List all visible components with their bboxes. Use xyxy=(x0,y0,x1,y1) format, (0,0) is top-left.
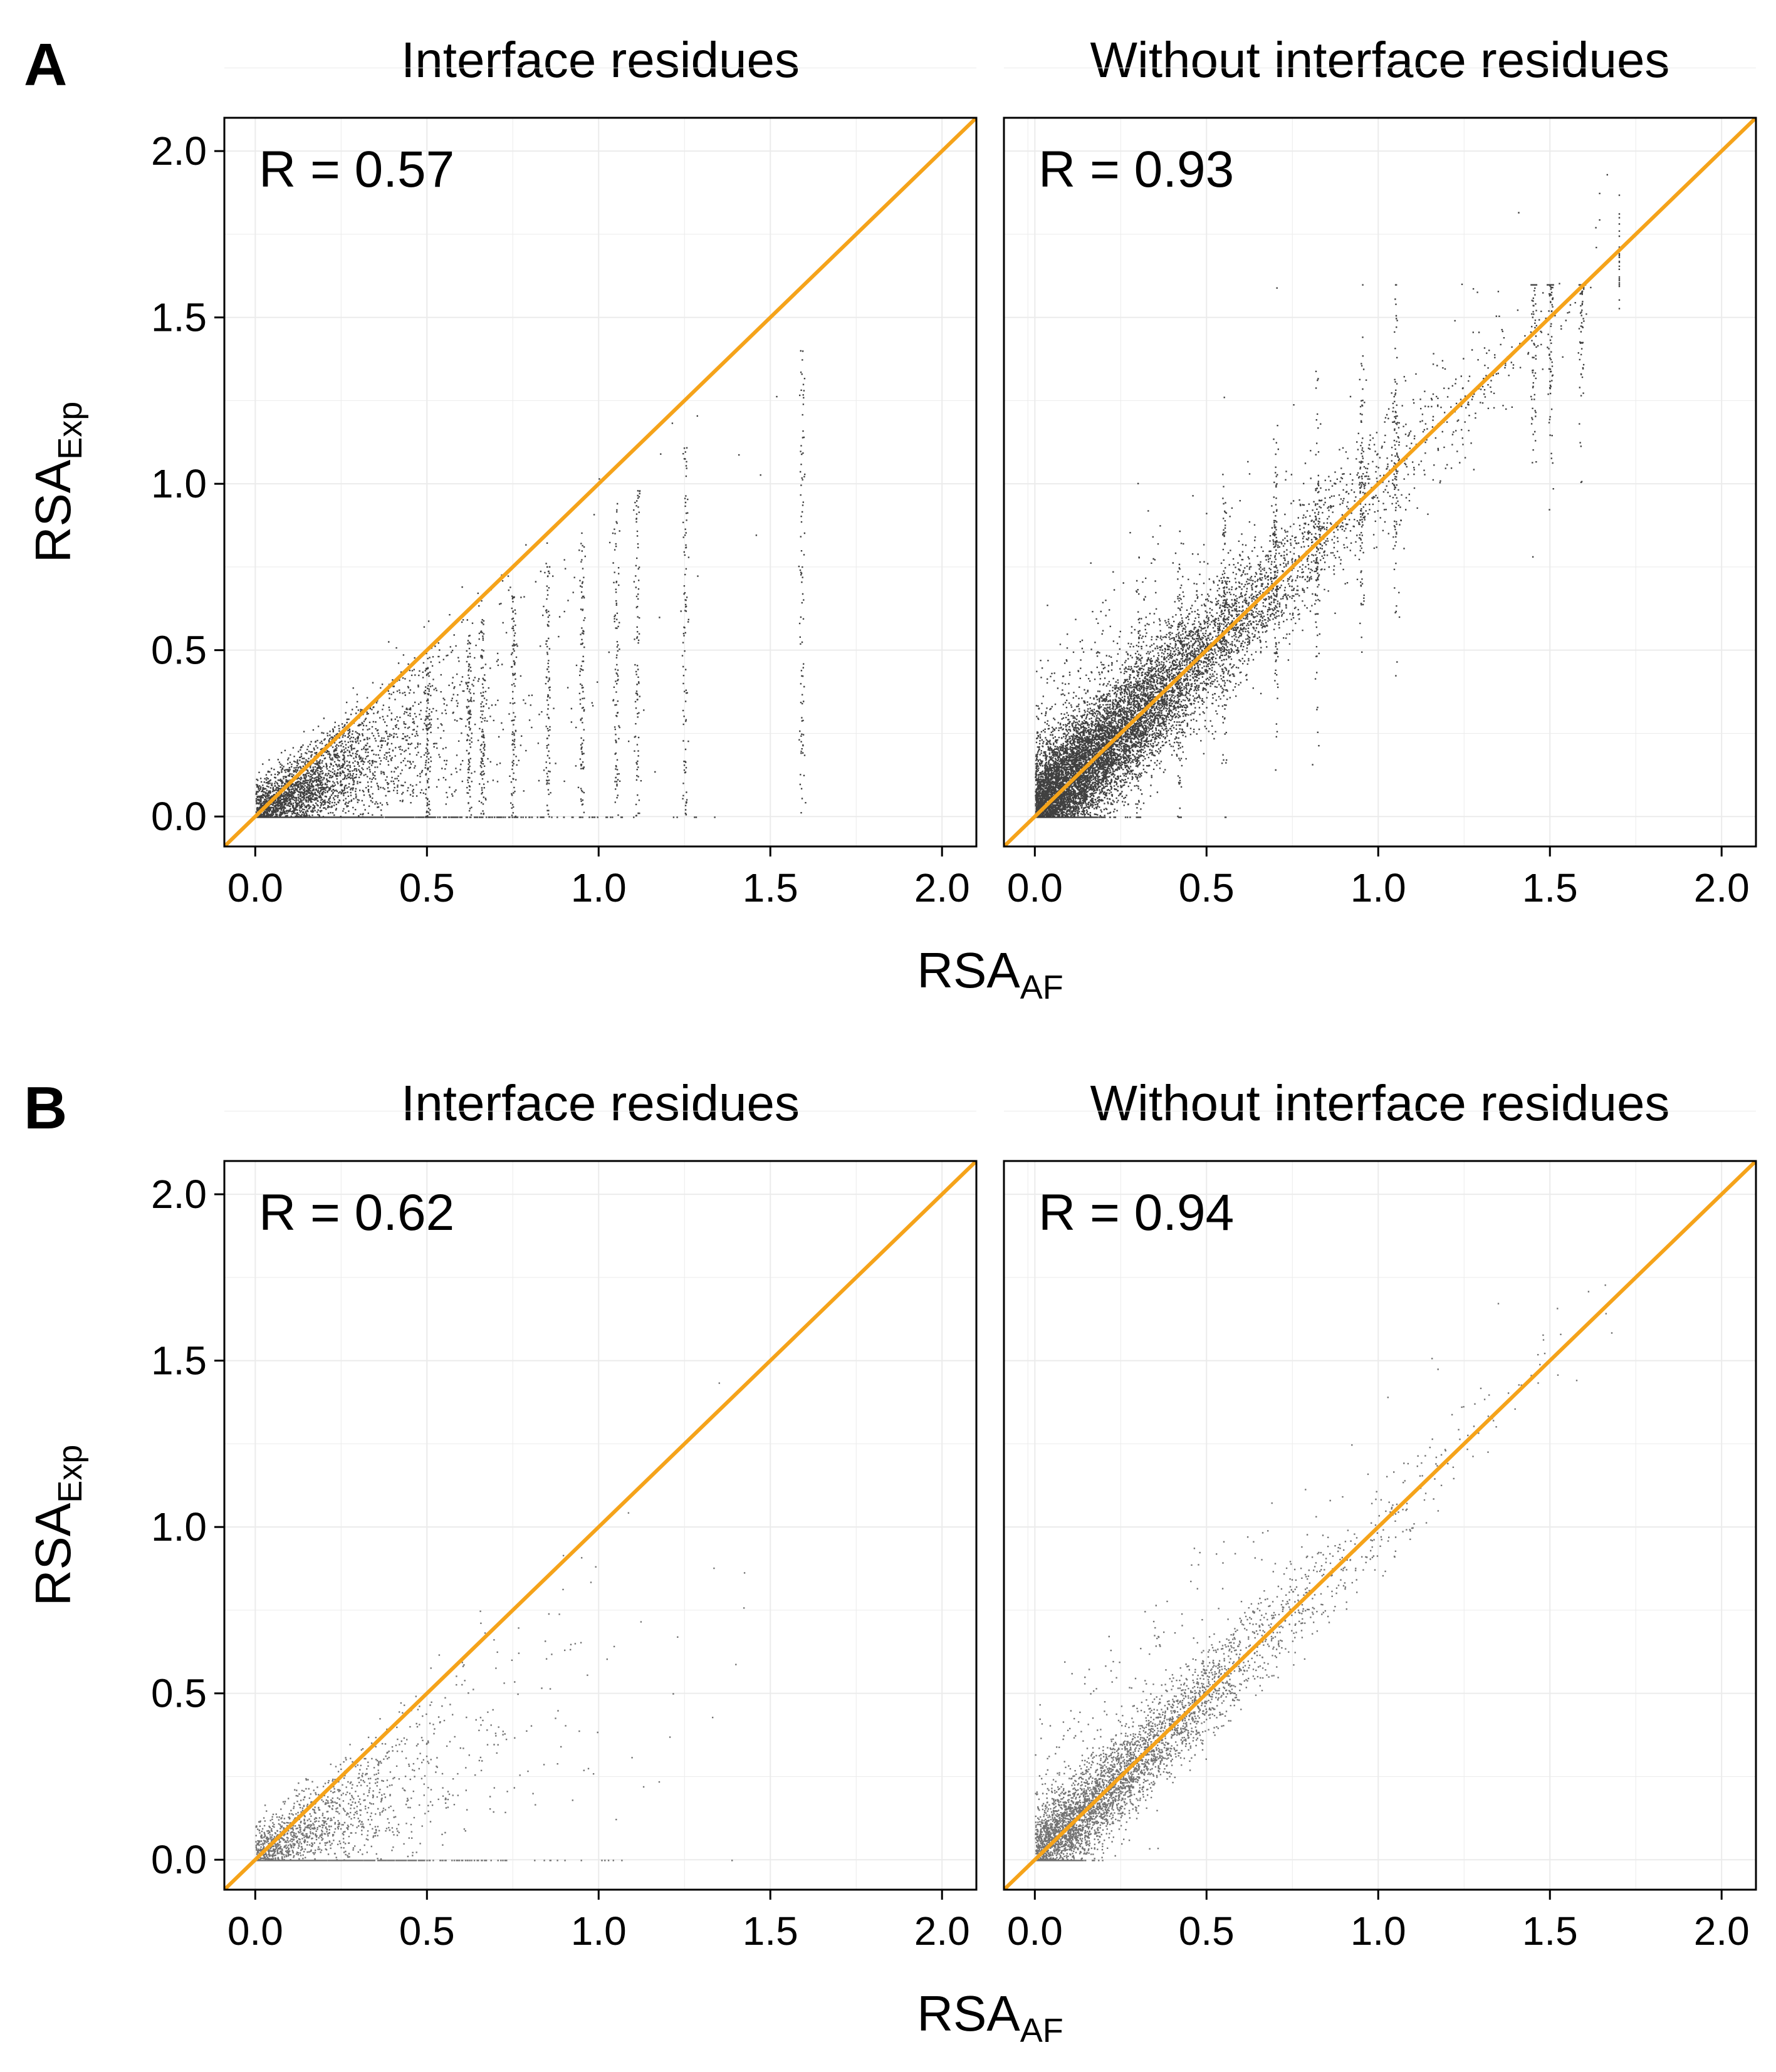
panel-a-2: Without interface residues R = 0.93 0.0 0.5… xyxy=(1003,32,1757,910)
row-b: B Interface residues R = 0.62 0.0 0.5 1.0 1.5 2… xyxy=(24,1075,1757,2049)
y-axis-title: RSAExp xyxy=(25,1445,89,1606)
scatter-points xyxy=(1035,174,1621,818)
x-tick-label: 2.0 xyxy=(914,1908,970,1954)
facet-title: Interface residues xyxy=(401,1075,800,1131)
x-tick-label: 2.0 xyxy=(1694,1908,1750,1954)
facet-title: Without interface residues xyxy=(1090,32,1670,88)
y-tick-label: 2.0 xyxy=(151,128,207,174)
y-tick-label: 1.0 xyxy=(151,1504,207,1549)
x-tick-label: 0.0 xyxy=(1007,1908,1063,1954)
y-tick-label: 1.5 xyxy=(151,295,207,340)
correlation-label: R = 0.94 xyxy=(1038,1184,1234,1241)
row-a: A Interface residues R = 0.57 0.0 0.5 1.0 1.5 2… xyxy=(24,31,1757,1006)
y-tick-label: 0.0 xyxy=(151,794,207,839)
identity-line xyxy=(224,1161,976,1890)
identity-line xyxy=(1004,118,1756,846)
correlation-label: R = 0.93 xyxy=(1038,141,1234,198)
x-tick-label: 1.0 xyxy=(1350,865,1406,910)
panel-letter: B xyxy=(24,1075,67,1142)
y-tick-label: 2.0 xyxy=(151,1172,207,1217)
x-tick-label: 0.0 xyxy=(1007,865,1063,910)
gridlines xyxy=(224,1110,1028,1890)
identity-line xyxy=(224,118,976,846)
scatter-points xyxy=(255,350,807,818)
x-axis-title: RSAAF xyxy=(917,942,1063,1006)
y-tick-label: 1.0 xyxy=(151,461,207,506)
x-axis-title: RSAAF xyxy=(917,1986,1063,2049)
x-tick-label: 0.0 xyxy=(227,1908,283,1954)
facet-title: Interface residues xyxy=(401,32,800,88)
x-tick-label: 1.0 xyxy=(1350,1908,1406,1954)
panel-frame xyxy=(1003,117,1757,848)
correlation-label: R = 0.57 xyxy=(259,141,454,198)
x-tick-label: 0.0 xyxy=(227,865,283,910)
x-tick-label: 1.5 xyxy=(743,1908,798,1954)
panel-letter: A xyxy=(24,31,67,98)
panel-a-1: Interface residues R = 0.57 0.0 0.5 1.0 1.5 2.… xyxy=(151,32,1028,910)
x-tick-label: 2.0 xyxy=(914,865,970,910)
correlation-label: R = 0.62 xyxy=(259,1184,454,1241)
identity-line xyxy=(1004,1161,1756,1890)
y-tick-label: 0.5 xyxy=(151,628,207,673)
y-axis-title: RSAExp xyxy=(25,402,89,563)
facet-title: Without interface residues xyxy=(1090,1075,1670,1131)
gridlines xyxy=(224,67,1028,846)
x-tick-label: 0.5 xyxy=(399,865,455,910)
panel-b-1: Interface residues R = 0.62 0.0 0.5 1.0 1.5 2.… xyxy=(151,1075,1028,1954)
x-tick-label: 2.0 xyxy=(1694,865,1750,910)
y-tick-label: 0.0 xyxy=(151,1837,207,1882)
panel-b-2: Without interface residues R = 0.94 0.0 0.5… xyxy=(1003,1075,1757,1954)
y-tick-label: 0.5 xyxy=(151,1671,207,1716)
panel-frame xyxy=(1003,1160,1757,1891)
x-tick-label: 1.5 xyxy=(743,865,798,910)
y-tick-label: 1.5 xyxy=(151,1338,207,1383)
x-tick-label: 1.0 xyxy=(571,1908,627,1954)
gridlines xyxy=(1004,1110,1756,1890)
x-tick-label: 0.5 xyxy=(399,1908,455,1954)
x-tick-label: 1.0 xyxy=(571,865,627,910)
x-tick-label: 0.5 xyxy=(1179,865,1235,910)
x-tick-label: 1.5 xyxy=(1522,865,1578,910)
x-tick-label: 0.5 xyxy=(1179,1908,1235,1954)
panel-frame xyxy=(223,1160,978,1891)
panel-frame xyxy=(223,117,978,848)
x-tick-label: 1.5 xyxy=(1522,1908,1578,1954)
